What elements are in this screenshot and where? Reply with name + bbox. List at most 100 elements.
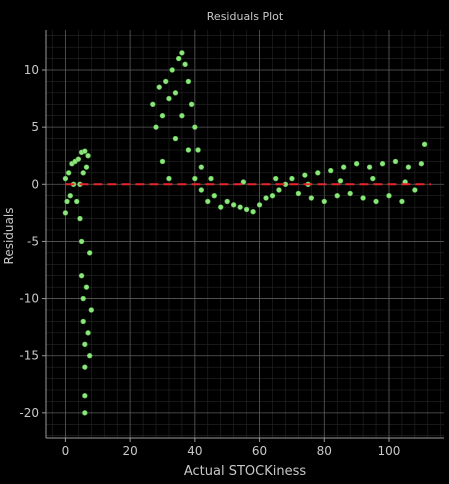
- data-point: [370, 175, 376, 182]
- data-point: [172, 90, 179, 96]
- data-point: [315, 170, 321, 176]
- data-point: [386, 193, 392, 199]
- data-point: [347, 190, 353, 197]
- data-point: [405, 164, 412, 170]
- data-point: [185, 78, 192, 85]
- data-point: [182, 61, 188, 67]
- data-point: [337, 178, 344, 184]
- y-tick-label: -20: [19, 406, 39, 420]
- data-point: [80, 295, 86, 302]
- data-point: [192, 124, 198, 130]
- x-tick-label: 0: [62, 444, 70, 458]
- y-tick-label: -10: [19, 292, 39, 306]
- data-point: [179, 50, 185, 56]
- data-point: [62, 210, 69, 216]
- data-point: [237, 204, 243, 210]
- data-point: [276, 187, 282, 193]
- data-point: [188, 101, 195, 107]
- data-point: [366, 164, 373, 170]
- data-point: [273, 175, 279, 182]
- data-point: [243, 206, 250, 213]
- chart-title: Residuals Plot: [207, 10, 284, 23]
- data-point: [169, 67, 175, 73]
- data-point: [198, 164, 205, 170]
- data-point: [83, 284, 90, 290]
- y-tick-label: -5: [27, 234, 39, 248]
- data-point: [198, 187, 205, 193]
- axes: [45, 30, 444, 439]
- data-point: [78, 238, 85, 245]
- data-point: [240, 179, 247, 185]
- data-point: [88, 307, 95, 313]
- data-point: [78, 273, 85, 279]
- data-point: [80, 318, 86, 325]
- scatter-points: [62, 50, 428, 416]
- data-point: [289, 175, 295, 182]
- data-point: [175, 55, 182, 62]
- data-point: [302, 172, 308, 178]
- data-point: [179, 113, 185, 119]
- x-tick-label: 60: [252, 444, 267, 458]
- data-point: [205, 198, 211, 205]
- data-point: [340, 164, 347, 170]
- data-point: [74, 198, 80, 205]
- data-point: [150, 101, 156, 107]
- data-point: [334, 193, 340, 199]
- data-point: [77, 215, 83, 222]
- data-point: [163, 78, 169, 85]
- x-tick-labels: 0 20 40 60 80 100: [62, 438, 401, 458]
- data-point: [308, 195, 315, 201]
- data-point: [360, 195, 366, 201]
- data-point: [86, 250, 93, 256]
- data-point: [80, 170, 86, 176]
- y-tick-labels: -20 -15 -10 -5 0 5 10: [19, 63, 46, 420]
- data-point: [321, 198, 327, 205]
- data-point: [195, 147, 201, 153]
- data-point: [166, 175, 172, 182]
- data-point: [263, 195, 269, 201]
- y-tick-label: 10: [24, 63, 39, 77]
- data-point: [82, 341, 88, 347]
- data-point: [418, 161, 425, 167]
- data-point: [224, 198, 230, 205]
- data-point: [159, 113, 166, 119]
- data-point: [159, 158, 166, 165]
- x-tick-label: 20: [122, 444, 137, 458]
- data-point: [82, 410, 88, 416]
- data-point: [379, 161, 386, 167]
- data-point: [328, 167, 334, 174]
- data-point: [353, 161, 360, 167]
- data-point: [218, 204, 224, 210]
- data-point: [166, 95, 172, 102]
- data-point: [230, 202, 237, 208]
- data-point: [62, 175, 69, 182]
- data-point: [82, 364, 88, 370]
- x-axis-label: Actual STOCKiness: [184, 464, 307, 479]
- data-point: [82, 393, 88, 399]
- data-point: [250, 209, 256, 215]
- data-point: [64, 198, 70, 205]
- y-axis-label: Residuals: [2, 208, 16, 265]
- y-tick-label: -15: [19, 349, 39, 363]
- data-point: [192, 175, 198, 182]
- data-point: [392, 158, 399, 165]
- x-tick-label: 100: [378, 444, 401, 458]
- data-point: [82, 148, 88, 154]
- data-point: [172, 135, 179, 142]
- data-point: [208, 175, 214, 182]
- x-tick-label: 40: [187, 444, 202, 458]
- data-point: [86, 353, 93, 359]
- data-point: [185, 147, 192, 153]
- data-point: [85, 330, 91, 336]
- data-point: [85, 153, 91, 159]
- data-point: [373, 198, 379, 205]
- y-tick-label: 5: [31, 120, 39, 134]
- data-point: [156, 84, 162, 90]
- data-point: [269, 193, 276, 199]
- data-point: [211, 193, 217, 199]
- data-point: [83, 164, 90, 170]
- data-point: [421, 141, 428, 147]
- data-point: [75, 156, 82, 162]
